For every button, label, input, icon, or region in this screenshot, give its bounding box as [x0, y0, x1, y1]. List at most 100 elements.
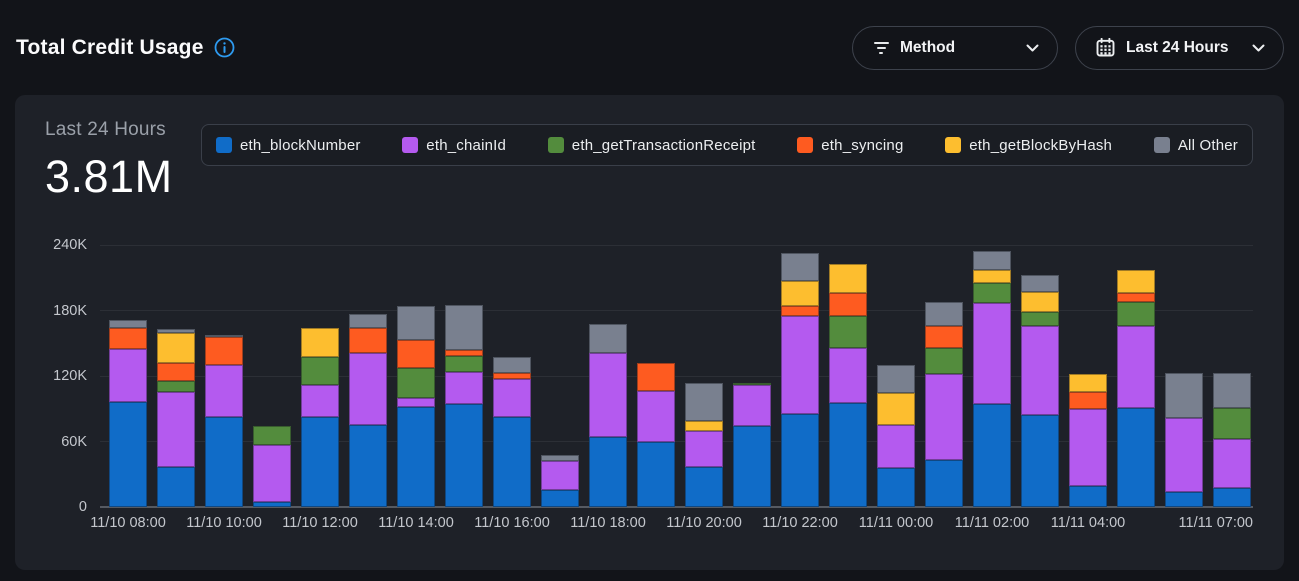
- x-axis-tick-label: 11/10 18:00: [570, 515, 646, 531]
- bar-segment-eth_getBlockByHash: [1021, 291, 1059, 312]
- bar-11-11-02-00[interactable]: [973, 250, 1011, 507]
- bar-segment-eth_chainId: [1117, 325, 1155, 408]
- bar-segment-eth_blockNumber: [589, 437, 627, 507]
- bar-11-10-19-00[interactable]: [637, 362, 675, 507]
- bar-segment-eth_blockNumber: [1069, 486, 1107, 507]
- bar-segment-eth_chainId: [541, 461, 579, 490]
- chevron-down-icon: [1026, 44, 1039, 51]
- time-range-dropdown[interactable]: Last 24 Hours: [1075, 25, 1284, 70]
- bar-segment-eth_chainId: [397, 397, 435, 407]
- bar-segment-eth_getTransactionReceipt: [397, 368, 435, 398]
- bar-segment-eth_getTransactionReceipt: [925, 347, 963, 374]
- legend-item[interactable]: eth_getBlockByHash: [945, 137, 1112, 154]
- bar-segment-eth_getTransactionReceipt: [1213, 407, 1251, 440]
- bar-11-11-06-00[interactable]: [1165, 372, 1203, 507]
- bar-11-10-18-00[interactable]: [589, 323, 627, 507]
- bar-11-10-15-00[interactable]: [445, 305, 483, 507]
- bar-segment-eth_chainId: [205, 365, 243, 418]
- x-axis-tick-label: 11/10 10:00: [186, 515, 262, 531]
- bar-segment-eth_chainId: [445, 371, 483, 405]
- bar-segment-eth_syncing: [349, 327, 387, 354]
- legend-item[interactable]: eth_blockNumber: [216, 137, 361, 154]
- y-axis-tick-label: 60K: [61, 433, 87, 450]
- legend-item[interactable]: eth_syncing: [797, 137, 903, 154]
- page-header: Total Credit Usage Method: [0, 0, 1299, 95]
- bar-11-10-20-00[interactable]: [685, 382, 723, 507]
- bar-segment-All Other: [493, 357, 531, 373]
- bar-11-11-00-00[interactable]: [877, 365, 915, 507]
- bar-segment-eth_syncing: [445, 349, 483, 357]
- bar-11-10-08-00[interactable]: [109, 320, 147, 507]
- bar-segment-eth_chainId: [685, 430, 723, 467]
- bar-segment-eth_getBlockByHash: [1117, 270, 1155, 294]
- bar-11-10-11-00[interactable]: [253, 426, 291, 507]
- bar-segment-eth_getTransactionReceipt: [829, 315, 867, 348]
- legend-swatch: [797, 137, 814, 153]
- bar-segment-eth_chainId: [829, 347, 867, 404]
- legend-item[interactable]: eth_chainId: [402, 137, 506, 154]
- bar-11-11-05-00[interactable]: [1117, 270, 1155, 507]
- bar-11-10-12-00[interactable]: [301, 327, 339, 507]
- bar-segment-eth_blockNumber: [925, 460, 963, 507]
- x-axis-tick-label: 11/10 16:00: [474, 515, 550, 531]
- bar-segment-eth_blockNumber: [157, 466, 195, 507]
- method-filter-dropdown[interactable]: Method: [852, 25, 1058, 70]
- bar-11-11-01-00[interactable]: [925, 301, 963, 507]
- bar-segment-eth_chainId: [1165, 417, 1203, 492]
- bar-segment-eth_chainId: [109, 348, 147, 403]
- bar-segment-eth_chainId: [589, 353, 627, 438]
- legend-swatch: [945, 137, 962, 153]
- bar-11-10-17-00[interactable]: [541, 454, 579, 507]
- y-axis-tick-label: 120K: [53, 368, 87, 384]
- bar-segment-eth_getBlockByHash: [685, 420, 723, 431]
- bar-segment-eth_blockNumber: [1165, 491, 1203, 507]
- bar-11-10-21-00[interactable]: [733, 382, 771, 507]
- bar-segment-All Other: [205, 334, 243, 337]
- legend-item[interactable]: All Other: [1153, 137, 1238, 154]
- bar-segment-eth_syncing: [397, 340, 435, 369]
- page-title: Total Credit Usage: [16, 35, 204, 59]
- bar-segment-All Other: [541, 454, 579, 462]
- bar-11-10-10-00[interactable]: [205, 334, 243, 507]
- bar-segment-eth_chainId: [349, 353, 387, 426]
- bar-segment-eth_chainId: [1213, 439, 1251, 489]
- bar-segment-eth_getBlockByHash: [1069, 373, 1107, 393]
- bar-segment-eth_blockNumber: [877, 467, 915, 507]
- bar-segment-eth_chainId: [157, 392, 195, 467]
- bar-11-10-14-00[interactable]: [397, 306, 435, 507]
- bar-segment-eth_syncing: [829, 293, 867, 316]
- bar-segment-All Other: [1165, 372, 1203, 418]
- method-dropdown-label: Method: [900, 38, 956, 56]
- bar-11-10-16-00[interactable]: [493, 357, 531, 507]
- legend-label: eth_getBlockByHash: [969, 136, 1113, 154]
- bar-segment-eth_blockNumber: [1213, 488, 1251, 507]
- bar-segment-eth_blockNumber: [301, 417, 339, 507]
- bar-segment-eth_blockNumber: [1021, 415, 1059, 507]
- bar-segment-eth_chainId: [301, 384, 339, 418]
- bar-segment-eth_blockNumber: [397, 406, 435, 507]
- bar-11-10-23-00[interactable]: [829, 263, 867, 507]
- bar-segment-eth_chainId: [253, 444, 291, 502]
- legend-swatch: [402, 137, 419, 153]
- bar-11-10-13-00[interactable]: [349, 313, 387, 507]
- bar-segment-All Other: [877, 365, 915, 394]
- info-icon[interactable]: [214, 37, 235, 58]
- bar-segment-All Other: [685, 382, 723, 421]
- bar-11-10-09-00[interactable]: [157, 329, 195, 507]
- legend-item[interactable]: eth_getTransactionReceipt: [547, 137, 756, 154]
- bar-11-11-07-00[interactable]: [1213, 372, 1251, 507]
- stat-period-label: Last 24 Hours: [45, 119, 166, 140]
- bar-11-10-22-00[interactable]: [781, 252, 819, 507]
- bar-segment-eth_blockNumber: [349, 425, 387, 507]
- bar-segment-eth_chainId: [973, 302, 1011, 405]
- chevron-down-icon: [1252, 44, 1265, 51]
- bar-segment-All Other: [925, 301, 963, 326]
- grid-line: [100, 375, 1253, 377]
- bar-segment-eth_chainId: [781, 315, 819, 415]
- bar-segment-All Other: [397, 306, 435, 341]
- bar-segment-eth_blockNumber: [781, 414, 819, 507]
- bar-11-11-03-00[interactable]: [1021, 274, 1059, 507]
- bar-segment-eth_blockNumber: [493, 417, 531, 507]
- bar-11-11-04-00[interactable]: [1069, 373, 1107, 507]
- bar-segment-eth_blockNumber: [1117, 407, 1155, 507]
